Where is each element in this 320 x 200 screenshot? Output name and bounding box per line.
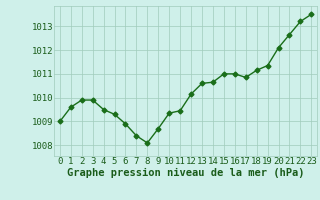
X-axis label: Graphe pression niveau de la mer (hPa): Graphe pression niveau de la mer (hPa) xyxy=(67,168,304,178)
